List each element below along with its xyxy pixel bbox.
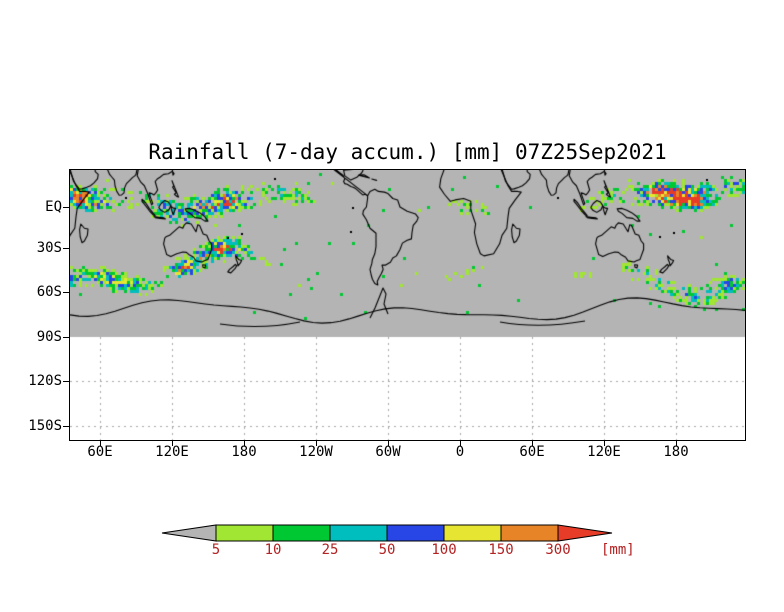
x-tick-label: 60E [519,444,545,460]
colorbar-segment [500,524,559,542]
axis-tick [172,441,173,446]
colorbar-tick-label: 25 [321,542,339,558]
colorbar-tick-label: 50 [378,542,396,558]
axis-tick [63,292,69,293]
y-tick-label: 30S [36,240,62,256]
x-tick-label: 120E [155,444,189,460]
x-tick-label: 120W [299,444,333,460]
x-tick-label: 60W [375,444,401,460]
colorbar-segment [329,524,388,542]
colorbar-tick-label: 100 [431,542,457,558]
axis-tick [63,207,69,208]
axis-tick [63,337,69,338]
y-tick-label: 120S [28,373,62,389]
colorbar-arrow-right [557,524,613,542]
axis-tick [100,441,101,446]
axis-tick [532,441,533,446]
colorbar-tick-label: 5 [211,542,221,558]
x-tick-label: 180 [663,444,689,460]
colorbar-segment [215,524,274,542]
colorbar [161,524,613,542]
y-tick-label: 60S [36,284,62,300]
y-tick-label: EQ [45,199,62,215]
colorbar-segment [443,524,502,542]
axis-tick [63,426,69,427]
map-plot-area [69,169,746,441]
axis-tick [63,381,69,382]
x-tick-label: 0 [455,444,465,460]
axis-tick [676,441,677,446]
colorbar-tick-label: 150 [488,542,514,558]
x-tick-label: 60E [87,444,113,460]
colorbar-arrow-left [161,524,217,542]
chart-title: Rainfall (7-day accum.) [mm] 07Z25Sep202… [148,140,667,164]
axis-tick [63,248,69,249]
y-tick-label: 90S [36,329,62,345]
axis-tick [388,441,389,446]
axis-tick [316,441,317,446]
axis-tick [604,441,605,446]
colorbar-unit-label: [mm] [601,542,635,558]
axis-tick [244,441,245,446]
y-tick-label: 150S [28,418,62,434]
x-tick-label: 180 [231,444,257,460]
colorbar-tick-label: 300 [545,542,571,558]
x-tick-label: 120E [587,444,621,460]
colorbar-segment [386,524,445,542]
colorbar-segment [272,524,331,542]
axis-tick [460,441,461,446]
map-canvas [70,170,745,440]
colorbar-tick-label: 10 [264,542,282,558]
